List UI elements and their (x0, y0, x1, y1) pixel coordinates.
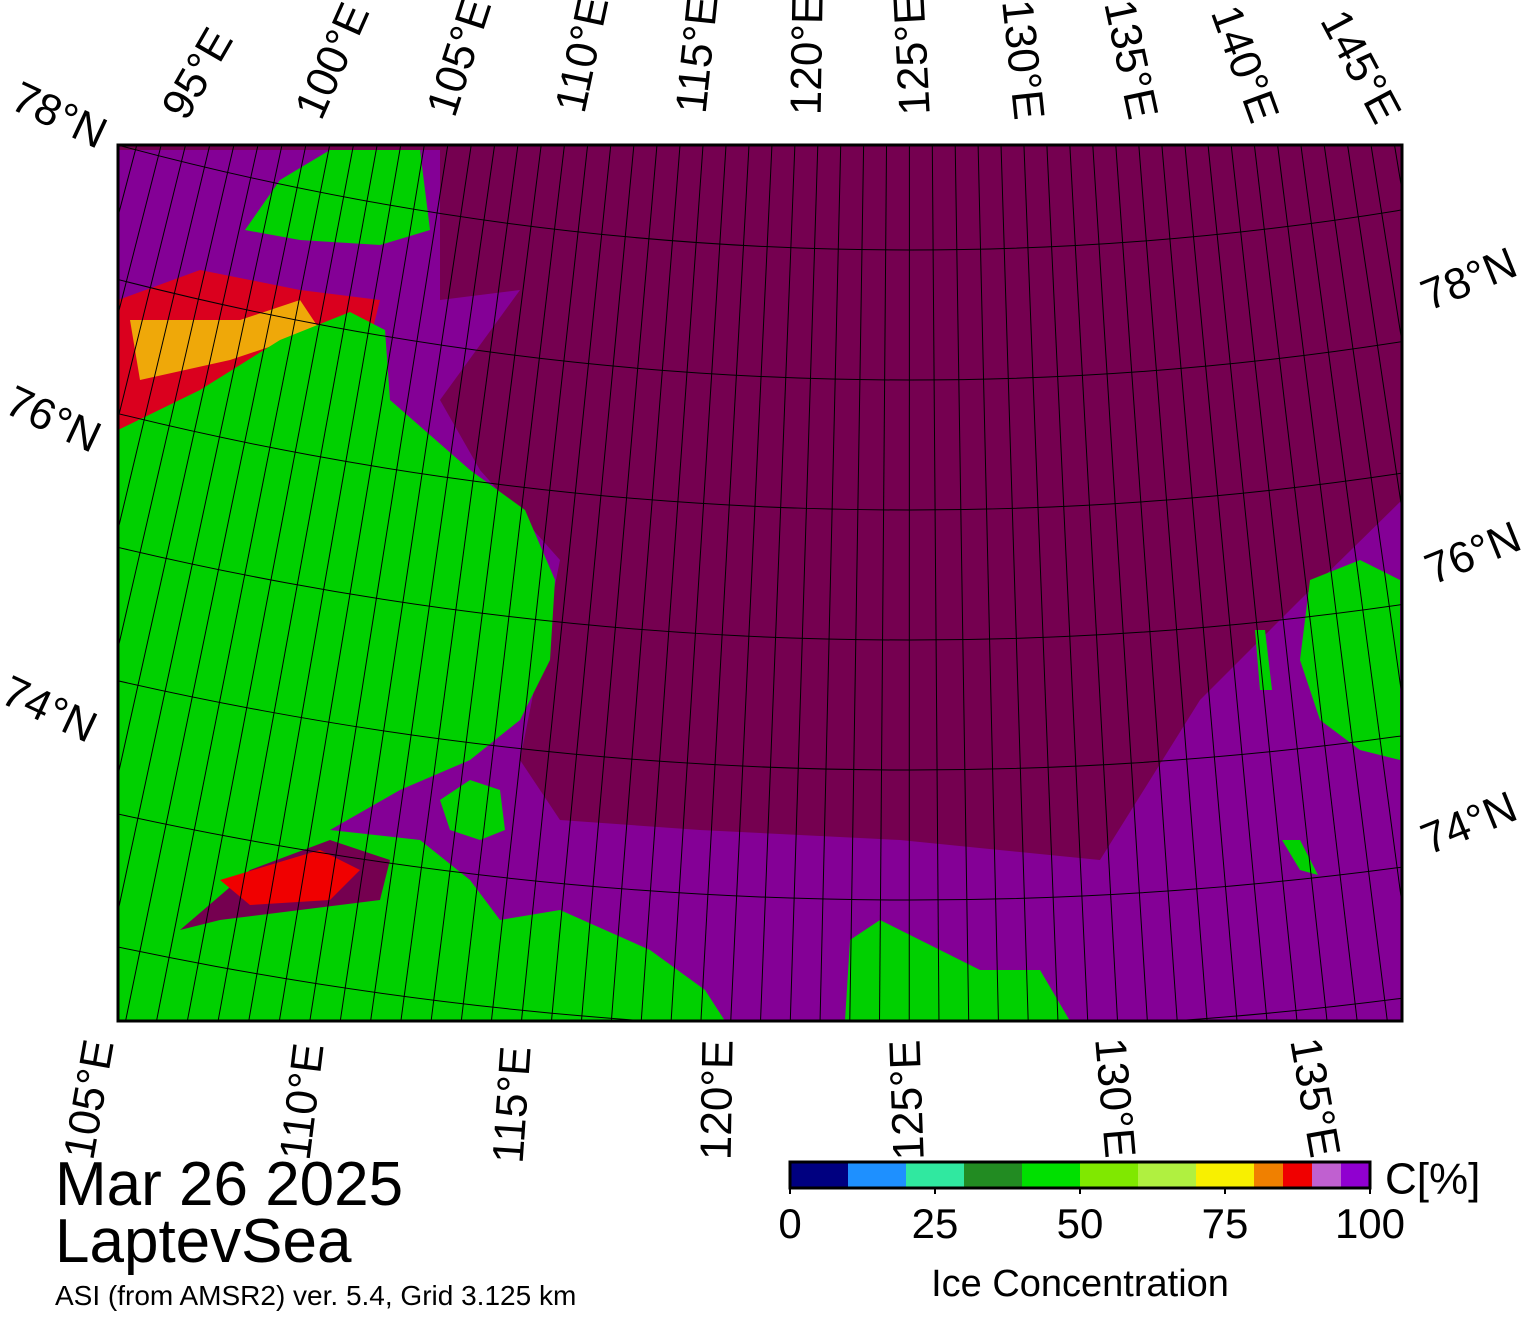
colorbar-tick-label: 100 (1335, 1200, 1405, 1247)
lon-label: 125°E (885, 0, 940, 117)
meridian (0, 2, 128, 1061)
colorbar-tick-label: 0 (778, 1200, 801, 1247)
meridian (0, 0, 19, 1017)
colorbar-segment (1022, 1162, 1080, 1188)
lat-label: 76°N (1418, 512, 1525, 594)
colorbar-tick-label: 75 (1202, 1200, 1249, 1247)
colorbar-segment (1138, 1162, 1196, 1188)
colorbar-segment (1080, 1162, 1138, 1188)
meridian (1471, 55, 1525, 1134)
colorbar-segment (790, 1162, 848, 1188)
meridian (0, 0, 62, 1035)
meridian (0, 0, 41, 1026)
meridian (0, 0, 106, 1053)
lon-label: 100°E (286, 0, 380, 126)
lon-label: 135°E (1280, 1034, 1349, 1161)
colorbar-segment (906, 1162, 964, 1188)
lon-label: 145°E (1311, 2, 1411, 131)
colorbar-tick-label: 25 (912, 1200, 959, 1247)
source: ASI (from AMSR2) ver. 5.4, Grid 3.125 km (55, 1280, 576, 1311)
lon-label: 105°E (55, 1036, 124, 1163)
lon-label: 105°E (417, 0, 501, 122)
lat-label: 78°N (1414, 238, 1524, 320)
colorbar-segment (1312, 1162, 1341, 1188)
top-labels: 95°E 100°E 105°E 110°E 115°E 120°E 125°E… (152, 0, 1410, 131)
meridian (1405, 68, 1525, 1152)
lat-label: 74°N (0, 666, 104, 752)
lat-label: 74°N (1414, 782, 1524, 864)
colorbar: 0 25 50 75 100 (778, 1162, 1405, 1247)
lon-label: 135°E (1094, 0, 1167, 123)
lon-label: 115°E (667, 0, 728, 115)
meridian (1427, 64, 1525, 1146)
lon-label: 140°E (1201, 0, 1288, 129)
lon-label: 110°E (271, 1041, 334, 1163)
meridian (1494, 51, 1525, 1129)
right-labels: 78°N 76°N 74°N (1414, 238, 1525, 864)
colorbar-tick-label: 50 (1057, 1200, 1104, 1247)
meridian (0, 0, 84, 1044)
colorbar-segment (964, 1162, 1022, 1188)
lat-label: 76°N (0, 376, 108, 462)
colorbar-segment (848, 1162, 906, 1188)
meridian (1382, 71, 1525, 1156)
colorbar-segment (1254, 1162, 1283, 1188)
lon-label: 115°E (484, 1045, 541, 1165)
map (0, 0, 1525, 1210)
colorbar-segment (1196, 1162, 1254, 1188)
colorbar-title: Ice Concentration (931, 1263, 1229, 1305)
lon-label: 130°E (992, 0, 1053, 122)
colorbar-segment (1283, 1162, 1312, 1188)
lat-label: 78°N (4, 72, 114, 158)
meridian (1449, 59, 1525, 1140)
lon-label: 120°E (782, 0, 833, 116)
meridian (1516, 46, 1525, 1122)
colorbar-unit: C[%] (1385, 1155, 1480, 1204)
colorbar-segment (1341, 1162, 1370, 1188)
lon-label: 125°E (881, 1039, 934, 1161)
left-labels: 78°N 76°N 74°N (0, 72, 114, 752)
region: LaptevSea (55, 1207, 352, 1276)
lon-label: 120°E (692, 1039, 743, 1160)
bottom-labels: 105°E 110°E 115°E 120°E 125°E 130°E 135°… (55, 1034, 1350, 1165)
lon-label: 110°E (546, 0, 618, 117)
lon-label: 130°E (1085, 1036, 1144, 1160)
lon-label: 95°E (152, 20, 242, 128)
